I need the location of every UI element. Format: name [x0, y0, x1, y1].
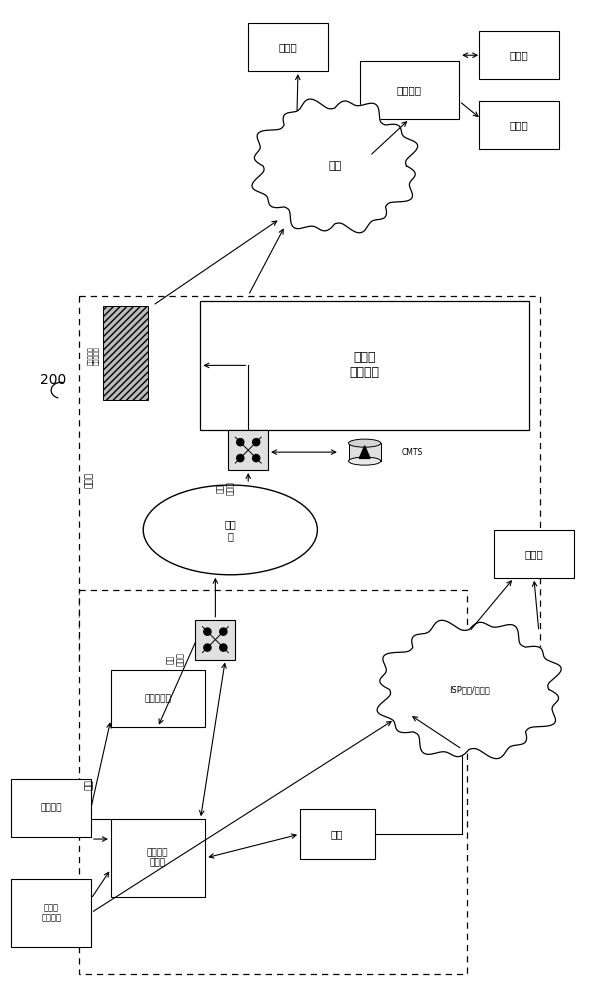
Text: 因特网
内容来源: 因特网 内容来源 — [41, 903, 61, 923]
Bar — [360, 61, 459, 119]
Circle shape — [220, 628, 227, 635]
Bar — [479, 31, 558, 79]
Bar — [349, 443, 381, 461]
Text: 网关装置: 网关装置 — [397, 85, 422, 95]
Text: 客户端: 客户端 — [524, 549, 543, 559]
Polygon shape — [252, 99, 418, 233]
Bar — [200, 301, 529, 430]
Bar — [479, 101, 558, 149]
Bar — [103, 306, 148, 400]
Text: 主干: 主干 — [330, 829, 343, 839]
Text: 集线器: 集线器 — [85, 472, 93, 488]
Text: 通用边缘正
交振幅调制: 通用边缘正 交振幅调制 — [88, 346, 100, 365]
Circle shape — [252, 455, 260, 462]
Circle shape — [236, 455, 244, 462]
Polygon shape — [359, 446, 370, 458]
Text: 客户端: 客户端 — [509, 50, 528, 60]
Bar — [494, 530, 574, 578]
Text: 管理器
处理程序: 管理器 处理程序 — [350, 351, 379, 379]
Text: 内容服务器: 内容服务器 — [144, 694, 171, 703]
Circle shape — [252, 439, 260, 446]
Text: 首端
交换机: 首端 交换机 — [166, 653, 185, 666]
Polygon shape — [377, 620, 561, 759]
Text: 200: 200 — [40, 373, 66, 387]
Bar — [300, 809, 375, 859]
Bar — [196, 620, 235, 660]
Bar — [228, 430, 268, 470]
Bar — [11, 879, 91, 947]
Text: 包化内容
服务器: 包化内容 服务器 — [147, 848, 168, 868]
Circle shape — [204, 644, 211, 651]
Text: CMTS: CMTS — [401, 448, 423, 457]
Ellipse shape — [349, 457, 381, 465]
Text: 网络: 网络 — [328, 161, 342, 171]
Text: 客户端: 客户端 — [279, 42, 297, 52]
Bar — [111, 670, 206, 727]
Circle shape — [204, 628, 211, 635]
Bar — [11, 779, 91, 837]
Text: ISP网络/因特网: ISP网络/因特网 — [449, 685, 489, 694]
Bar — [79, 296, 540, 665]
Text: 光纤
环: 光纤 环 — [225, 519, 236, 541]
Ellipse shape — [349, 439, 381, 447]
Text: 首端: 首端 — [85, 779, 93, 790]
Circle shape — [220, 644, 227, 651]
Bar — [111, 819, 206, 897]
Text: 边缘
交换机: 边缘 交换机 — [216, 481, 235, 495]
Text: 内容来源: 内容来源 — [40, 804, 62, 813]
Bar — [248, 23, 328, 71]
Text: 客户端: 客户端 — [509, 120, 528, 130]
Ellipse shape — [143, 485, 317, 575]
Bar — [79, 590, 467, 974]
Circle shape — [236, 439, 244, 446]
